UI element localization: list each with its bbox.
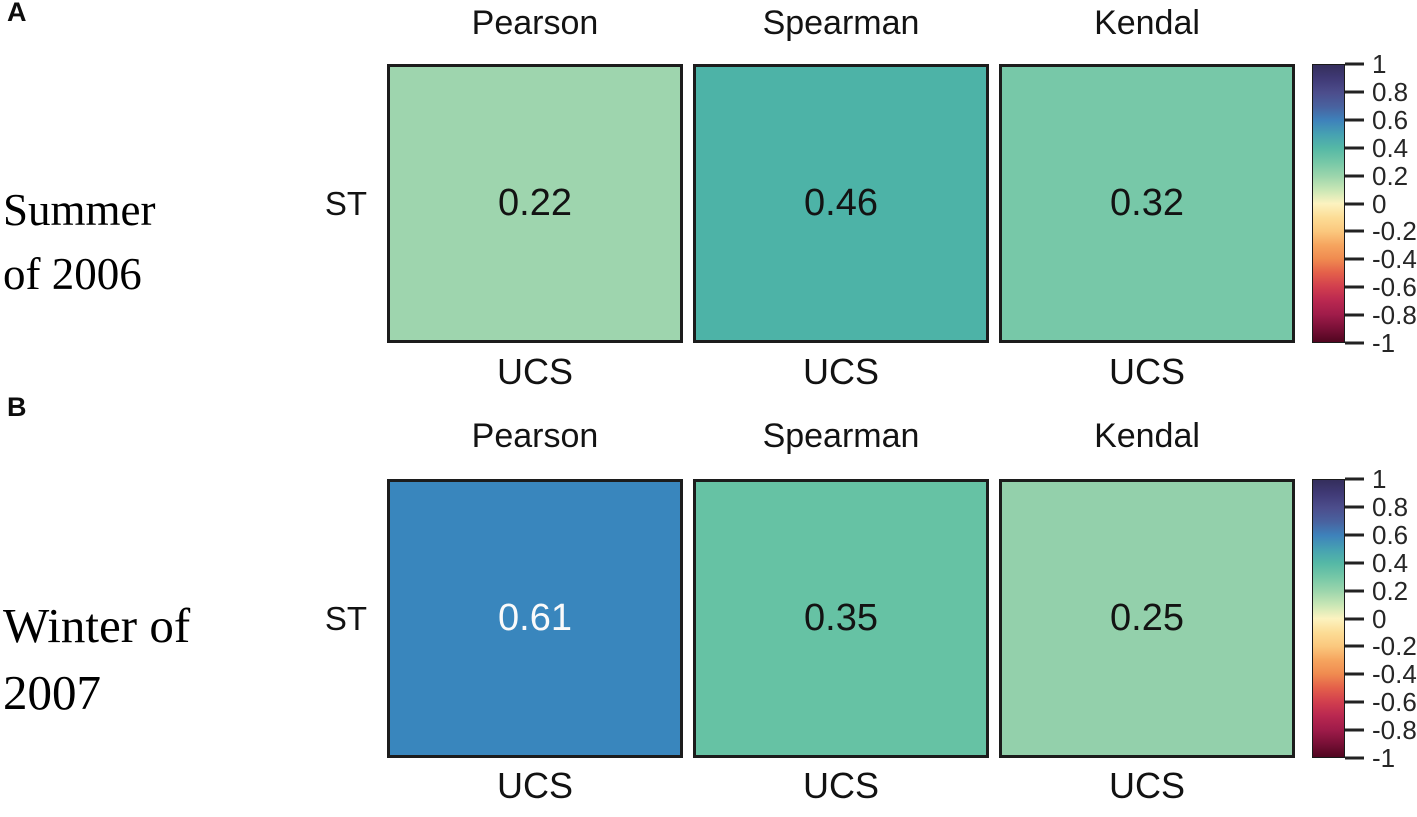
caption-line-2: of 2006: [3, 249, 142, 299]
column-footer-ucs-a: UCS: [496, 351, 573, 392]
column-footer-ucs-b: UCS: [1108, 765, 1185, 806]
colorbar-tick-label: 0.2: [1372, 575, 1409, 606]
colorbar-tick: [1345, 285, 1364, 289]
cell-value: 0.46: [804, 182, 878, 224]
cell-value: 0.61: [498, 597, 572, 639]
column-header-kendal-a: Kendal: [1094, 3, 1200, 42]
colorbar-tick-label: 0: [1372, 603, 1387, 634]
colorbar-tick: [1345, 257, 1364, 261]
colorbar-tick-label: -1: [1372, 743, 1396, 773]
column-footer-ucs-b: UCS: [802, 765, 879, 806]
colorbar-tick-label: -0.6: [1372, 687, 1417, 718]
colorbar-tick-label: 0.2: [1372, 160, 1409, 191]
colorbar-tick-label: 1: [1372, 464, 1387, 494]
colorbar-tick-label: 1: [1372, 49, 1387, 79]
colorbar-tick: [1345, 561, 1364, 565]
row-label-st-a: ST: [324, 184, 367, 222]
cell-value: 0.22: [498, 182, 572, 224]
colorbar-tick-label: 0.8: [1372, 491, 1409, 522]
colorbar-ticks-b: 1 0.8 0.6 0.4 0.2 0 -0.2 -0.4 -0.6 -0.8 -1: [1345, 466, 1417, 771]
colorbar-a: [1312, 64, 1345, 343]
column-header-pearson-b: Pearson: [471, 416, 599, 455]
caption-line-1: Winter of: [3, 598, 191, 653]
colorbar-tick-label: 0.6: [1372, 104, 1409, 135]
colorbar-tick-label: -0.2: [1372, 216, 1417, 247]
colorbar-tick: [1345, 700, 1364, 704]
cell-value: 0.25: [1110, 597, 1184, 639]
column-footer-ucs-a: UCS: [802, 351, 879, 392]
colorbar-tick: [1345, 756, 1364, 760]
column-footer-ucs-b: UCS: [496, 765, 573, 806]
colorbar-tick: [1345, 505, 1364, 509]
heatmap-cell-kendal-b: 0.25: [999, 479, 1295, 758]
colorbar-tick: [1345, 672, 1364, 676]
cell-value: 0.35: [804, 597, 878, 639]
colorbar-tick: [1345, 589, 1364, 593]
colorbar-tick: [1345, 118, 1364, 122]
colorbar-tick: [1345, 728, 1364, 732]
colorbar-tick-label: 0.4: [1372, 547, 1409, 578]
panel-b-season-caption: Winter of 2007: [3, 592, 190, 726]
heatmap-cell-spearman-a: 0.46: [693, 64, 989, 343]
heatmap-cell-pearson-a: 0.22: [387, 64, 683, 343]
colorbar-tick-label: -0.8: [1372, 715, 1417, 746]
colorbar-tick-label: 0.8: [1372, 76, 1409, 107]
colorbar-tick-label: -1: [1372, 328, 1396, 358]
row-label-st-b: ST: [324, 599, 367, 637]
column-header-spearman-b: Spearman: [762, 416, 920, 455]
caption-line-2: 2007: [3, 665, 101, 720]
colorbar-tick: [1345, 174, 1364, 178]
colorbar-tick: [1345, 644, 1364, 648]
colorbar-tick-label: 0.4: [1372, 132, 1409, 163]
colorbar-tick-label: -0.2: [1372, 631, 1417, 662]
colorbar-ticks-a: 1 0.8 0.6 0.4 0.2 0 -0.2 -0.4 -0.6 -0.8 -1: [1345, 51, 1417, 356]
colorbar-tick: [1345, 146, 1364, 150]
colorbar-tick-label: 0: [1372, 188, 1387, 219]
caption-line-1: Summer: [3, 185, 156, 235]
colorbar-tick: [1345, 202, 1364, 205]
panel-a-label: A: [7, 0, 28, 27]
column-header-pearson-a: Pearson: [471, 3, 599, 42]
cell-value: 0.32: [1110, 182, 1184, 224]
colorbar-tick: [1345, 617, 1364, 620]
heatmap-cell-spearman-b: 0.35: [693, 479, 989, 758]
heatmap-cell-pearson-b: 0.61: [387, 479, 683, 758]
colorbar-tick: [1345, 229, 1364, 233]
column-header-kendal-b: Kendal: [1094, 416, 1200, 455]
colorbar-tick-label: -0.4: [1372, 244, 1417, 275]
colorbar-tick: [1345, 341, 1364, 345]
colorbar-tick-label: -0.4: [1372, 659, 1417, 690]
colorbar-tick: [1345, 313, 1364, 317]
panel-a-season-caption: Summer of 2006: [3, 178, 156, 306]
colorbar-b: [1312, 479, 1345, 758]
column-header-spearman-a: Spearman: [762, 3, 920, 42]
colorbar-tick: [1345, 477, 1364, 481]
colorbar-tick-label: -0.8: [1372, 300, 1417, 331]
heatmap-cell-kendal-a: 0.32: [999, 64, 1295, 343]
panel-b-label: B: [7, 392, 28, 422]
column-footer-ucs-a: UCS: [1108, 351, 1185, 392]
colorbar-tick: [1345, 90, 1364, 94]
colorbar-tick: [1345, 62, 1364, 66]
colorbar-tick: [1345, 533, 1364, 537]
colorbar-tick-label: 0.6: [1372, 519, 1409, 550]
colorbar-tick-label: -0.6: [1372, 272, 1417, 303]
